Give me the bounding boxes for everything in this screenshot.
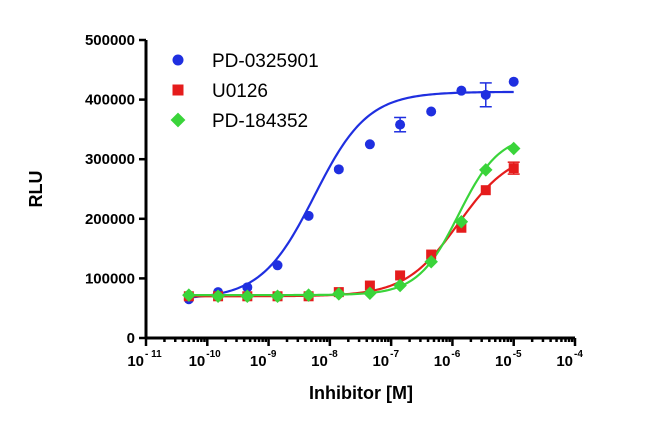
legend-label: PD-184352 bbox=[212, 111, 308, 132]
x-tick-exponent: -8 bbox=[329, 349, 338, 360]
x-tick-base: 10 bbox=[250, 353, 267, 370]
data-point bbox=[393, 278, 407, 293]
legend-item: PD-184352 bbox=[170, 111, 308, 132]
data-point bbox=[270, 289, 285, 304]
data-point bbox=[508, 163, 519, 174]
data-point bbox=[480, 89, 491, 100]
data-point bbox=[480, 185, 491, 196]
data-point bbox=[242, 282, 253, 293]
x-tick-label: 10 -4 bbox=[556, 349, 583, 370]
y-tick-label: 300000 bbox=[85, 151, 135, 168]
x-tick-exponent: -9 bbox=[268, 349, 277, 360]
data-point bbox=[364, 280, 375, 291]
legend-marker bbox=[170, 112, 186, 128]
y-tick-label: 0 bbox=[127, 330, 135, 347]
x-tick-label: 10 -10 bbox=[189, 349, 222, 370]
y-ticks: 0 100000 200000 300000 400000 500000 bbox=[85, 32, 146, 347]
data-point bbox=[332, 287, 346, 301]
data-point bbox=[454, 215, 469, 229]
x-axis-title: Inhibitor [M] bbox=[309, 383, 413, 403]
legend-label: PD-0325901 bbox=[212, 51, 319, 72]
x-tick-exponent: -7 bbox=[390, 349, 399, 360]
data-point bbox=[211, 289, 225, 304]
data-point bbox=[301, 288, 316, 302]
y-tick-label: 500000 bbox=[85, 32, 135, 49]
x-ticks: 10- 11 10 -10 10 -9 10 -8 10 -7 10 -6 10 -5 10 -4 bbox=[127, 338, 583, 370]
data-point bbox=[424, 254, 438, 269]
x-tick-base: 10 bbox=[372, 353, 389, 370]
legend-marker bbox=[172, 54, 184, 66]
x-tick-exponent: -6 bbox=[451, 349, 460, 360]
x-tick-label: 10 -7 bbox=[372, 349, 399, 370]
legend-item: PD-0325901 bbox=[172, 51, 319, 72]
x-tick-exponent: -10 bbox=[206, 349, 221, 360]
y-tick-label: 400000 bbox=[85, 92, 135, 109]
x-tick-exponent: - 11 bbox=[145, 349, 162, 360]
data-point bbox=[272, 260, 283, 271]
data-point bbox=[395, 270, 406, 281]
data-point bbox=[479, 163, 493, 177]
x-tick-base: 10 bbox=[556, 353, 573, 370]
data-point bbox=[426, 106, 437, 117]
x-tick-base: 10 bbox=[189, 353, 206, 370]
x-tick-label: 10 -5 bbox=[495, 349, 522, 370]
x-tick-label: 10- 11 bbox=[127, 349, 162, 370]
x-tick-label: 10 -9 bbox=[250, 349, 277, 370]
data-point bbox=[303, 210, 314, 221]
legend-marker bbox=[172, 84, 184, 96]
data-point bbox=[395, 119, 406, 130]
x-tick-base: 10 bbox=[311, 353, 328, 370]
y-tick-label: 100000 bbox=[85, 270, 135, 287]
legend-item: U0126 bbox=[172, 81, 268, 102]
x-tick-label: 10 -6 bbox=[434, 349, 461, 370]
y-tick-label: 200000 bbox=[85, 211, 135, 228]
y-axis-title: RLU bbox=[26, 171, 46, 208]
data-point bbox=[182, 288, 196, 302]
x-tick-base: 10 bbox=[434, 353, 451, 370]
data-point bbox=[333, 164, 344, 175]
legend-label: U0126 bbox=[212, 81, 268, 102]
data-point bbox=[508, 76, 519, 87]
x-tick-label: 10 -8 bbox=[311, 349, 338, 370]
data-point bbox=[364, 139, 375, 150]
data-point bbox=[363, 286, 377, 301]
x-tick-base: 10 bbox=[127, 353, 144, 370]
data-point bbox=[506, 141, 521, 156]
x-tick-base: 10 bbox=[495, 353, 512, 370]
data-point bbox=[240, 289, 255, 304]
x-tick-exponent: -5 bbox=[513, 349, 522, 360]
data-point bbox=[456, 85, 467, 96]
data-point bbox=[426, 249, 437, 260]
x-tick-exponent: -4 bbox=[574, 349, 583, 360]
data-points bbox=[182, 76, 521, 305]
legend: PD-0325901 U0126 PD-184352 bbox=[170, 51, 319, 132]
